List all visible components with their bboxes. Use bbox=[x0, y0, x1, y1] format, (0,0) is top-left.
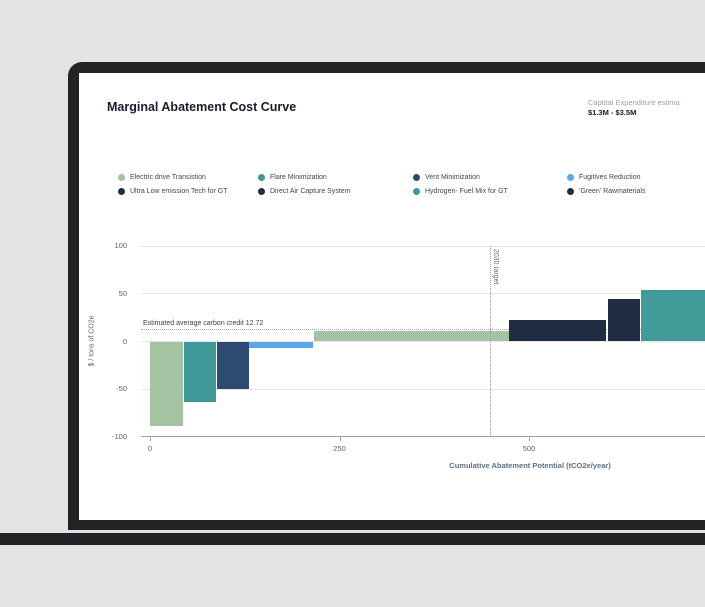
legend-dot-icon bbox=[118, 187, 125, 195]
legend-label: Electric drive Transistion bbox=[130, 173, 206, 181]
capex-estimate: Captital Expenditure estima $1.3M - $3.5… bbox=[588, 98, 680, 118]
bar-segment[interactable] bbox=[607, 299, 640, 341]
y-tick-label: 0 bbox=[122, 336, 127, 346]
legend-dot-icon bbox=[567, 187, 574, 195]
plot-area: $ / tons of CO2e Cumulative Abatement Po… bbox=[79, 73, 705, 520]
legend-label: Ultra Low emission Tech for GT bbox=[130, 187, 228, 195]
x-tick-label: 250 bbox=[333, 444, 346, 453]
legend-item[interactable]: Vent Minimization bbox=[413, 172, 567, 182]
legend-item[interactable]: Direct Air Capture System bbox=[258, 186, 413, 196]
legend-label: 'Green' Rawmaterials bbox=[579, 187, 646, 195]
chart-legend: Electric drive Transistion Flare Minimiza… bbox=[118, 172, 645, 196]
y-tick-label: 50 bbox=[118, 288, 127, 298]
bar-segment[interactable] bbox=[313, 331, 510, 341]
legend-label: Direct Air Capture System bbox=[270, 187, 351, 195]
laptop-screen-bezel: Marginal Abatement Cost Curve Captital E… bbox=[68, 62, 705, 530]
bar-segment[interactable] bbox=[249, 342, 313, 348]
legend-item[interactable]: Ultra Low emission Tech for GT bbox=[118, 186, 258, 196]
x-tick-mark bbox=[529, 437, 530, 441]
legend-dot-icon bbox=[258, 173, 265, 181]
legend-item[interactable]: Hydrogen- Fuel Mix for GT bbox=[413, 186, 567, 196]
carbon-credit-annotation: Estimated average carbon credit 12.72 bbox=[143, 320, 264, 327]
capex-value: $1.3M - $3.5M bbox=[588, 108, 637, 117]
legend-label: Fugitives Reduction bbox=[579, 173, 641, 181]
gridline bbox=[141, 388, 705, 390]
capex-label: Captital Expenditure estima bbox=[588, 98, 680, 107]
gridline bbox=[141, 245, 705, 247]
y-tick-label: 100 bbox=[114, 241, 127, 251]
x-tick-label: 0 bbox=[147, 444, 153, 453]
bar-segment[interactable] bbox=[217, 342, 249, 389]
x-tick-mark bbox=[150, 437, 151, 441]
x-axis-title: Cumulative Abatement Potential (tCO2e/ye… bbox=[449, 461, 611, 470]
x-tick-label: 500 bbox=[522, 444, 536, 453]
x-tick-mark bbox=[339, 437, 341, 441]
legend-dot-icon bbox=[413, 187, 420, 195]
carbon-credit-line bbox=[141, 328, 705, 330]
bar-segment[interactable] bbox=[641, 290, 705, 341]
legend-label: Hydrogen- Fuel Mix for GT bbox=[425, 187, 508, 195]
gridline bbox=[141, 293, 705, 295]
legend-item[interactable]: Flare Minimization bbox=[258, 172, 413, 182]
legend-item[interactable]: Fugitives Reduction bbox=[567, 172, 645, 182]
dashboard-screen: Marginal Abatement Cost Curve Captital E… bbox=[79, 73, 705, 520]
legend-dot-icon bbox=[118, 173, 125, 181]
y-tick-label: -100 bbox=[111, 431, 127, 441]
laptop-base bbox=[0, 533, 705, 545]
legend-item[interactable]: 'Green' Rawmaterials bbox=[567, 186, 645, 196]
legend-dot-icon bbox=[567, 173, 574, 181]
x-axis-line bbox=[141, 436, 705, 438]
bar-segment[interactable] bbox=[184, 342, 216, 403]
target-2030-line bbox=[489, 246, 491, 437]
bar-segment[interactable] bbox=[509, 320, 607, 341]
bar-segment[interactable] bbox=[150, 342, 183, 426]
gridline bbox=[141, 341, 705, 342]
y-tick-label: -50 bbox=[116, 384, 127, 394]
legend-dot-icon bbox=[413, 173, 420, 181]
legend-dot-icon bbox=[258, 187, 265, 195]
chart-title: Marginal Abatement Cost Curve bbox=[107, 100, 297, 114]
legend-label: Flare Minimization bbox=[270, 173, 327, 181]
legend-label: Vent Minimization bbox=[425, 173, 480, 181]
legend-item[interactable]: Electric drive Transistion bbox=[118, 172, 258, 182]
target-2030-annotation: 2030 target bbox=[492, 249, 499, 285]
